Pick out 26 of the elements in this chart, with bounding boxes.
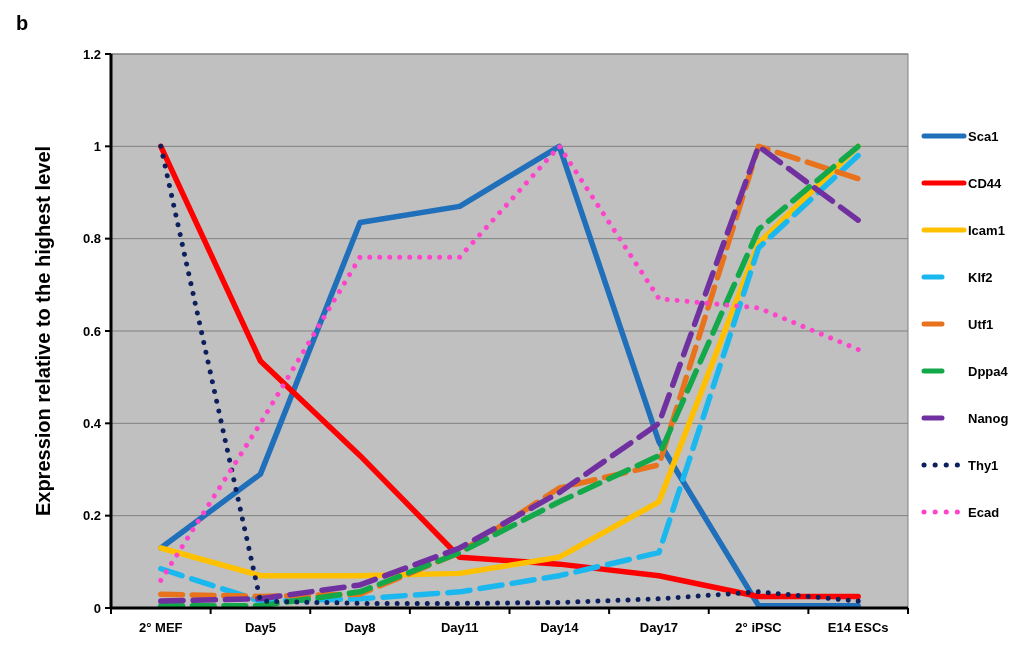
y-tick-label: 0.6 xyxy=(82,323,101,339)
x-tick-label: Day14 xyxy=(540,620,580,635)
x-tick-label: E14 ESCs xyxy=(827,620,889,635)
x-tick-label: Day8 xyxy=(344,620,376,635)
x-tick-label: Day11 xyxy=(440,620,479,635)
legend-label: Icam1 xyxy=(968,222,1005,238)
text: b xyxy=(16,12,29,34)
legend-label: Dppa4 xyxy=(968,363,1009,379)
x-tick-label: 2° MEF xyxy=(139,620,183,635)
x-tick-label: Day5 xyxy=(244,620,276,635)
y-tick-label: 0 xyxy=(93,600,101,616)
y-tick-label: 1 xyxy=(93,138,101,154)
legend-label: Utf1 xyxy=(968,316,994,332)
x-tick-label: 2° iPSC xyxy=(735,620,783,635)
y-tick-label: 1.2 xyxy=(82,46,101,62)
legend-label: Klf2 xyxy=(968,269,993,285)
y-tick-label: 0.8 xyxy=(82,231,101,247)
legend-label: Nanog xyxy=(968,410,1009,426)
y-axis-title: Expression relative to the highest level xyxy=(32,145,54,517)
y-tick-label: 0.4 xyxy=(82,415,102,431)
legend-label: CD44 xyxy=(968,175,1003,191)
legend-label: Ecad xyxy=(968,504,1000,520)
legend-label: Thy1 xyxy=(968,457,999,473)
legend-label: Sca1 xyxy=(968,128,999,144)
x-tick-label: Day17 xyxy=(639,620,679,635)
y-tick-label: 0.2 xyxy=(82,508,101,524)
